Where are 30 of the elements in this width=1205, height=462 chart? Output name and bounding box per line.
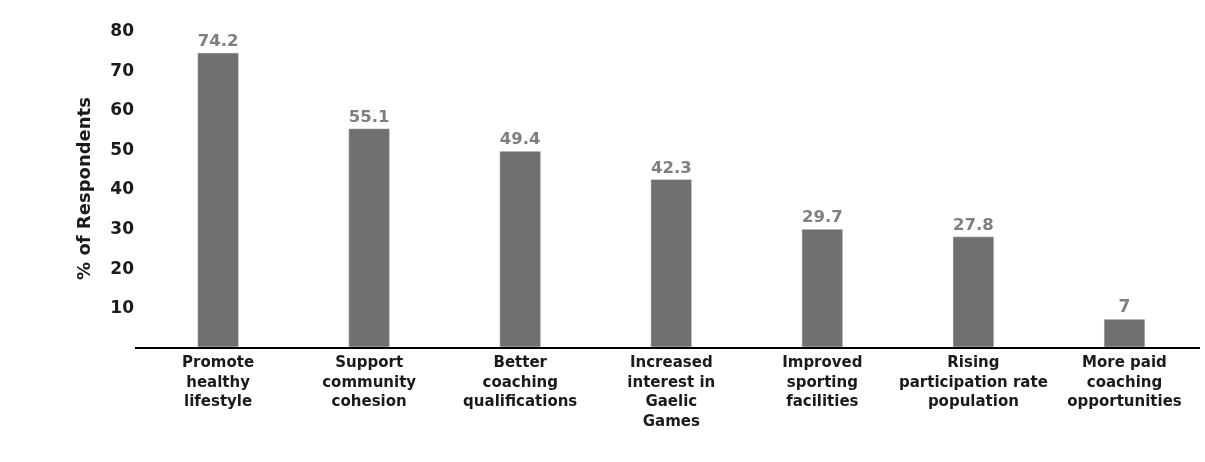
y-tick-label: 50 (110, 138, 135, 159)
x-tick-label: Increased interest in Gaelic Games (627, 353, 716, 430)
y-tick-label: 70 (110, 59, 135, 80)
data-label: 55.1 (348, 106, 390, 126)
y-axis-title: % of Respondents (72, 97, 94, 280)
bar (1103, 319, 1146, 347)
data-label: 49.4 (499, 129, 541, 149)
y-tick-label: 20 (110, 257, 135, 278)
bar (952, 236, 995, 347)
bar (801, 229, 843, 347)
y-tick-label: 40 (110, 178, 135, 199)
data-label: 27.8 (953, 214, 994, 234)
data-label: 42.3 (650, 157, 692, 177)
y-tick-label: 30 (110, 218, 135, 239)
bar (348, 128, 390, 347)
data-label: 74.2 (197, 31, 239, 51)
x-tick-label: Improved sporting facilities (782, 353, 863, 410)
bar (499, 151, 541, 347)
bar (650, 179, 692, 347)
x-tick-label: Better coaching qualifications (463, 353, 578, 410)
y-tick-label: 80 (110, 19, 135, 40)
x-tick-label: Rising participation rate population (898, 353, 1048, 410)
x-tick-label: Support community cohesion (322, 353, 417, 410)
x-tick-label: Promote healthy lifestyle (182, 353, 255, 410)
data-label: 29.7 (801, 207, 843, 227)
bar (197, 52, 239, 347)
y-tick-label: 60 (110, 99, 135, 120)
y-tick-label: 10 (110, 297, 135, 318)
x-tick-label: More paid coaching opportunities (1067, 353, 1182, 410)
data-label: 7 (1118, 296, 1131, 317)
